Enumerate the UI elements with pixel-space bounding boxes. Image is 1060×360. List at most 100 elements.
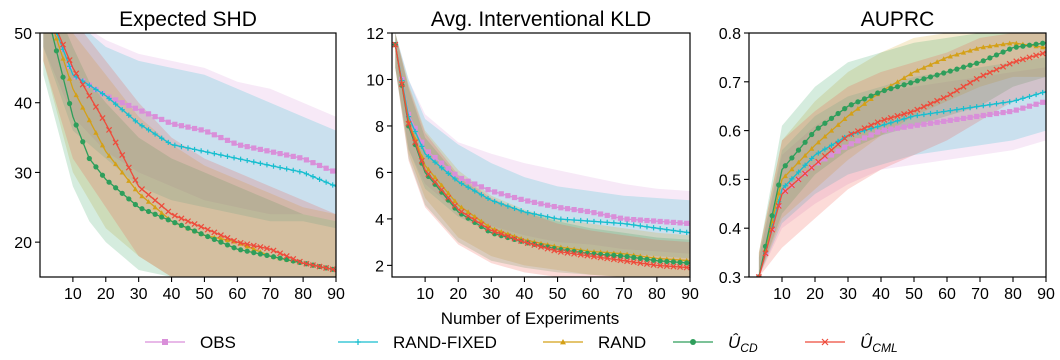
data-point-obs: [531, 199, 537, 206]
data-point-rand-fixed: [1000, 100, 1006, 106]
data-point-u-cd: [257, 251, 263, 257]
data-point-rand-fixed: [881, 122, 887, 128]
data-point-rand-fixed: [921, 111, 927, 118]
data-point-obs: [485, 187, 491, 193]
data-point-rand: [47, 16, 52, 21]
data-point-rand-fixed: [954, 107, 960, 113]
data-point-rand-fixed: [264, 162, 270, 168]
data-point-u-cd: [172, 220, 178, 226]
data-point-u-cml: [927, 100, 934, 107]
data-point-u-cml: [624, 258, 631, 265]
x-tick-label: 90: [681, 286, 699, 303]
data-point-obs: [132, 105, 138, 111]
y-tick-label: 0.3: [719, 270, 741, 287]
data-point-rand-fixed: [310, 174, 316, 180]
data-point-u-cd: [1007, 46, 1013, 52]
data-point-rand-fixed: [650, 225, 657, 231]
data-point-u-cml: [119, 151, 126, 159]
data-point-rand-fixed: [604, 219, 610, 225]
y-tick-label: 10: [366, 72, 384, 89]
data-point-rand: [425, 166, 432, 172]
confidence-band-rand: [758, 33, 1046, 277]
data-point-rand-fixed: [828, 142, 835, 148]
data-point-rand-fixed: [492, 198, 498, 205]
data-point-obs: [264, 148, 270, 154]
data-point-obs: [119, 100, 125, 106]
legend-marker: [560, 339, 566, 345]
data-point-obs: [445, 166, 451, 172]
data-point-u-cd: [993, 52, 1000, 58]
data-point-u-cml: [769, 226, 776, 233]
data-point-u-cml: [323, 264, 330, 271]
data-point-obs: [465, 178, 471, 184]
data-point-obs: [545, 202, 551, 208]
data-point-u-cml: [471, 217, 478, 224]
confidence-band-u-cml: [395, 33, 690, 277]
data-point-u-cd: [205, 233, 211, 240]
data-point-u-cml: [795, 176, 802, 183]
data-point-u-cd: [178, 222, 185, 229]
data-point-obs: [218, 134, 224, 141]
data-point-obs: [492, 189, 498, 195]
data-point-obs: [178, 123, 185, 129]
data-point-obs: [914, 122, 920, 128]
data-point-rand: [894, 79, 901, 84]
data-point-u-cd: [1033, 41, 1039, 47]
data-point-obs: [664, 219, 670, 225]
x-tick-label: 50: [549, 286, 567, 303]
data-point-obs: [591, 210, 597, 216]
data-point-rand-fixed: [472, 188, 478, 194]
data-point-rand-fixed: [198, 148, 204, 154]
data-point-rand-fixed: [172, 142, 178, 148]
panel-title: AUPRC: [861, 8, 935, 31]
data-point-rand: [53, 35, 60, 41]
data-point-u-cd: [139, 206, 145, 212]
axes-frame: [748, 32, 1047, 278]
data-point-u-cml: [398, 81, 405, 88]
x-tick-label: 60: [582, 286, 600, 303]
x-tick-label: 60: [228, 286, 246, 303]
data-point-rand-fixed: [485, 195, 491, 202]
data-point-u-cml: [1006, 60, 1013, 67]
data-point-obs: [1033, 101, 1039, 107]
data-point-rand-fixed: [224, 153, 231, 159]
data-point-rand-fixed: [432, 159, 438, 165]
y-tick-label: 0.5: [719, 172, 741, 189]
data-point-obs: [47, 13, 52, 18]
data-point-u-cml: [670, 263, 677, 270]
confidence-band-obs: [395, 33, 690, 254]
data-point-obs: [277, 151, 283, 157]
data-point-u-cd: [664, 258, 670, 265]
data-point-rand: [472, 213, 478, 219]
data-point-rand: [67, 76, 73, 81]
series-markers-u-cml: [755, 50, 1046, 277]
data-point-u-cd: [802, 139, 808, 145]
data-point-u-cml: [953, 87, 960, 94]
data-point-obs: [558, 205, 564, 211]
data-point-rand: [927, 62, 934, 67]
data-point-obs: [224, 137, 231, 143]
data-point-u-cd: [624, 253, 630, 260]
data-point-rand-fixed: [277, 164, 283, 171]
y-tick-label: 30: [14, 165, 32, 182]
data-point-obs: [310, 160, 316, 166]
data-point-obs: [198, 127, 204, 133]
data-point-obs: [518, 196, 524, 202]
data-point-u-cml: [498, 230, 505, 238]
data-point-u-cml: [940, 94, 947, 101]
data-point-obs: [684, 220, 690, 226]
data-point-rand-fixed: [330, 182, 336, 188]
data-point-u-cml: [920, 103, 927, 110]
data-point-u-cml: [204, 226, 211, 233]
data-point-rand-fixed: [960, 106, 967, 112]
data-point-obs: [1013, 107, 1019, 113]
data-point-rand: [73, 92, 79, 98]
data-point-rand: [251, 246, 257, 252]
data-point-u-cml: [92, 103, 99, 110]
series-markers-rand-fixed: [55, 33, 336, 188]
y-tick-label: 50: [14, 26, 32, 43]
data-point-u-cd: [987, 55, 993, 61]
data-point-u-cml: [683, 264, 690, 271]
data-point-rand-fixed: [1013, 97, 1019, 103]
data-point-rand-fixed: [795, 169, 802, 175]
